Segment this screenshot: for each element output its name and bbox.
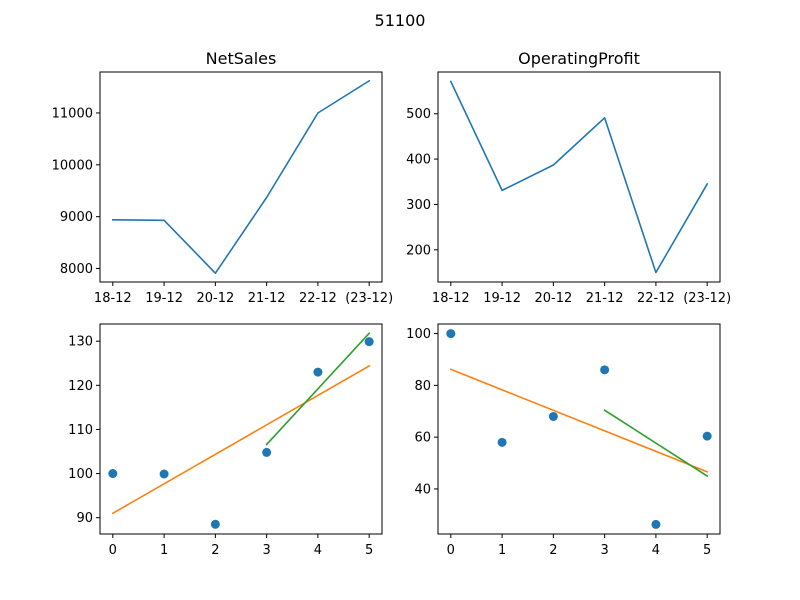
netsales-trend-point xyxy=(108,469,118,479)
operatingprofit-xtick-label: 22-12 xyxy=(637,291,675,306)
figure-suptitle: 51100 xyxy=(375,11,426,30)
operatingprofit-trend-ytick-label: 80 xyxy=(414,379,431,394)
netsales-ytick-label: 11000 xyxy=(52,106,93,121)
netsales-frame xyxy=(99,71,383,283)
chart-netsales: NetSales 18-12 19-12 20-12 21-12 22-12 (23-12)… xyxy=(52,49,394,306)
operatingprofit-ytick-label: 500 xyxy=(406,107,431,122)
netsales-trend-point xyxy=(364,337,374,347)
chart-operatingprofit: OperatingProfit 18-12 19-12 20-12 21-12 22-12… xyxy=(406,49,731,306)
netsales-trend-xtick-label: 3 xyxy=(262,543,270,558)
netsales-xtick-label: 19-12 xyxy=(145,291,183,306)
netsales-title: NetSales xyxy=(206,49,277,68)
operatingprofit-trend-point xyxy=(446,329,456,339)
netsales-trend-ytick-label: 130 xyxy=(68,335,93,350)
netsales-xtick-label: (23-12) xyxy=(345,291,393,306)
operatingprofit-trend-xtick-label: 4 xyxy=(652,543,660,558)
netsales-xtick-label: 20-12 xyxy=(196,291,234,306)
netsales-trend-xtick-label: 4 xyxy=(314,543,322,558)
netsales-trend-fit-line-2 xyxy=(265,332,371,446)
netsales-trend-xtick-label: 1 xyxy=(160,543,168,558)
operatingprofit-xtick-label: 21-12 xyxy=(586,291,624,306)
chart-netsales-trend: 0 1 2 3 4 5 90 100 110 120 130 xyxy=(68,323,383,558)
operatingprofit-trend-ytick-label: 100 xyxy=(406,327,431,342)
operatingprofit-trend-xtick-label: 2 xyxy=(549,543,557,558)
operatingprofit-trend-ytick-label: 60 xyxy=(414,431,431,446)
operatingprofit-trend-xtick-label: 1 xyxy=(498,543,506,558)
netsales-xtick-label: 22-12 xyxy=(299,291,337,306)
netsales-trend-xtick-label: 0 xyxy=(109,543,117,558)
netsales-trend-ytick-label: 90 xyxy=(76,511,93,526)
operatingprofit-xtick-label: (23-12) xyxy=(683,291,731,306)
operatingprofit-ytick-label: 300 xyxy=(406,198,431,213)
operatingprofit-trend-xtick-label: 0 xyxy=(447,543,455,558)
operatingprofit-ytick-label: 400 xyxy=(406,153,431,168)
netsales-trend-ytick-label: 100 xyxy=(68,467,93,482)
netsales-trend-point xyxy=(262,447,272,457)
netsales-series-line xyxy=(111,79,371,275)
netsales-trend-ytick-label: 120 xyxy=(68,379,93,394)
operatingprofit-xtick-label: 19-12 xyxy=(483,291,521,306)
operatingprofit-trend-xtick-label: 3 xyxy=(600,543,608,558)
netsales-trend-point xyxy=(159,469,169,479)
operatingprofit-xtick-label: 20-12 xyxy=(534,291,572,306)
chart-operatingprofit-trend: 0 1 2 3 4 5 40 60 80 100 xyxy=(406,323,721,558)
netsales-trend-ytick-label: 110 xyxy=(68,423,93,438)
netsales-xtick-label: 18-12 xyxy=(94,291,132,306)
operatingprofit-trend-xtick-label: 5 xyxy=(703,543,711,558)
operatingprofit-trend-frame xyxy=(437,323,721,535)
netsales-trend-point xyxy=(313,367,323,377)
operatingprofit-trend-point xyxy=(702,431,712,441)
operatingprofit-trend-point xyxy=(497,437,507,447)
netsales-trend-point xyxy=(210,519,220,529)
operatingprofit-ytick-label: 200 xyxy=(406,243,431,258)
operatingprofit-trend-fit-line-1 xyxy=(449,368,709,473)
netsales-trend-fit-line-1 xyxy=(111,364,371,515)
operatingprofit-series-line xyxy=(449,80,709,274)
netsales-trend-xtick-label: 5 xyxy=(365,543,373,558)
operatingprofit-frame xyxy=(437,71,721,283)
operatingprofit-trend-ytick-label: 40 xyxy=(414,482,431,497)
operatingprofit-title: OperatingProfit xyxy=(518,49,640,68)
netsales-ytick-label: 8000 xyxy=(60,262,93,277)
netsales-xtick-label: 21-12 xyxy=(248,291,286,306)
operatingprofit-trend-fit-line-2 xyxy=(603,409,709,478)
operatingprofit-trend-point xyxy=(548,411,558,421)
operatingprofit-trend-point xyxy=(651,519,661,529)
netsales-ytick-label: 10000 xyxy=(52,158,93,173)
netsales-ytick-label: 9000 xyxy=(60,210,93,225)
operatingprofit-xtick-label: 18-12 xyxy=(432,291,470,306)
operatingprofit-trend-point xyxy=(600,365,610,375)
netsales-trend-xtick-label: 2 xyxy=(211,543,219,558)
